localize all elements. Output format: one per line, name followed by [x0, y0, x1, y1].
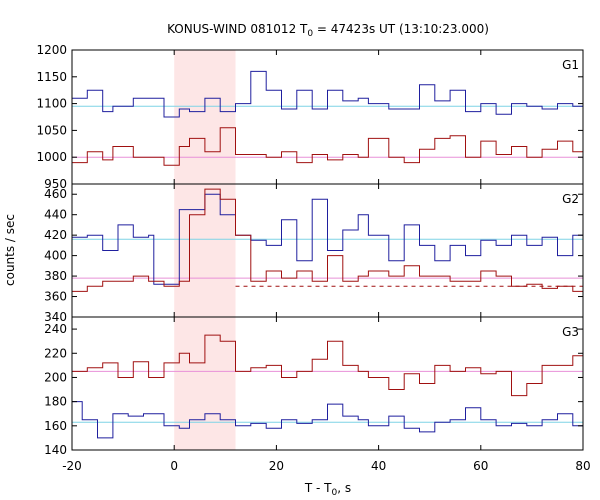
y-tick-label: 220: [44, 346, 67, 360]
panel-frame: [71, 316, 584, 451]
panel-g3: 140 160 180 200 220 240 G3: [44, 316, 584, 457]
y-tick-label: 440: [44, 208, 67, 222]
x-axis-label: T - T0, s: [304, 481, 351, 498]
y-tick-label: 1100: [36, 97, 67, 111]
panel-frame: [71, 49, 584, 185]
y-tick-label: 140: [44, 443, 67, 457]
y-tick-label: 1050: [36, 123, 67, 137]
y-tick-label: 1200: [36, 43, 67, 57]
y-tick-label: 340: [44, 310, 67, 324]
x-tick-label: 20: [269, 459, 284, 473]
series-blue-g1: [72, 70, 583, 118]
y-tick-label: 950: [44, 177, 67, 191]
series-red-g2: [72, 188, 583, 292]
x-tick-label: 0: [170, 459, 178, 473]
x-tick-label: 40: [371, 459, 386, 473]
series-red-g3: [72, 334, 583, 397]
panel-label: G1: [562, 58, 579, 72]
y-axis-label: counts / sec: [3, 214, 17, 286]
x-tick-label: -20: [62, 459, 82, 473]
y-tick-label: 400: [44, 249, 67, 263]
y-tick-label: 420: [44, 228, 67, 242]
panel-g1: 950 1000 1050 1100 1150 1200 G1: [36, 43, 584, 191]
y-tick-label: 1150: [36, 70, 67, 84]
x-tick-label: 80: [575, 459, 590, 473]
y-tick-label: 160: [44, 419, 67, 433]
series-blue-g2: [72, 193, 583, 285]
series-red-g1: [72, 127, 583, 166]
plot-layer: 95010001050110011501200G1340360380400420…: [36, 43, 590, 473]
chart-title: KONUS-WIND 081012 T0 = 47423s UT (13:10:…: [167, 22, 489, 39]
y-tick-label: 1000: [36, 150, 67, 164]
y-tick-label: 180: [44, 395, 67, 409]
panel-label: G3: [562, 325, 579, 339]
y-tick-label: 380: [44, 269, 67, 283]
shaded-interval: [174, 50, 236, 450]
y-tick-label: 460: [44, 187, 67, 201]
x-tick-label: 60: [473, 459, 488, 473]
y-tick-label: 240: [44, 322, 67, 336]
panel-label: G2: [562, 192, 579, 206]
y-tick-label: 360: [44, 290, 67, 304]
series-blue-g3: [72, 401, 583, 439]
y-tick-label: 200: [44, 370, 67, 384]
panel-g2: 340 360 380 400 420 440 460 G2: [44, 183, 584, 324]
